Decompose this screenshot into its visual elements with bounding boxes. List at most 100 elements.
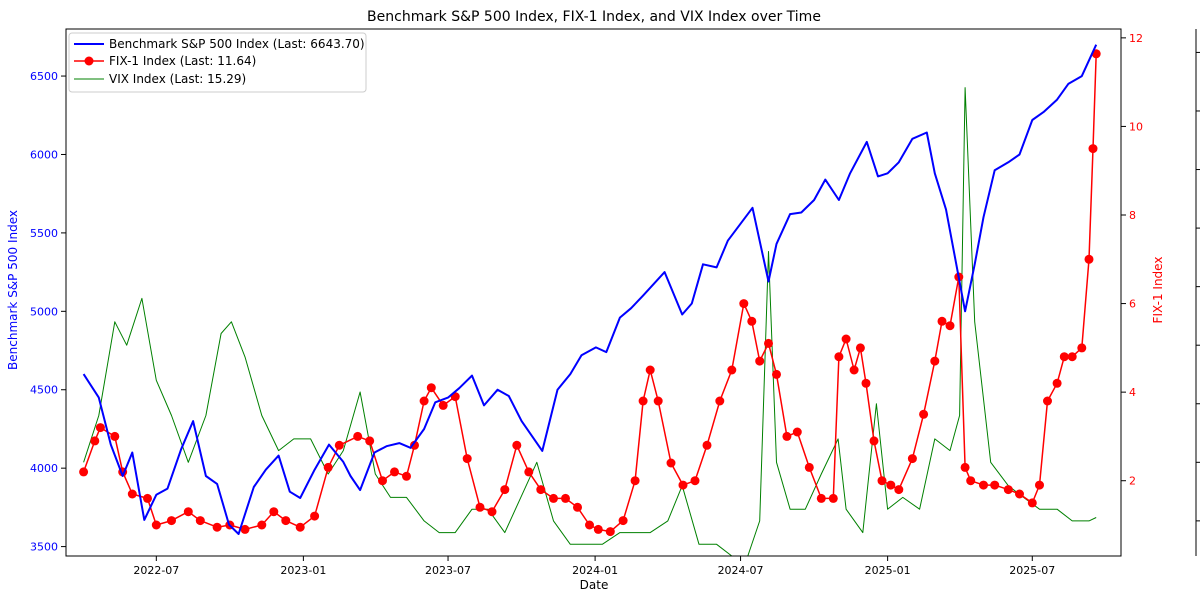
fix1-point xyxy=(861,378,871,388)
fix1-point xyxy=(1084,254,1094,264)
fix1-point xyxy=(894,485,904,495)
fix1-point xyxy=(334,440,344,450)
fix1-point xyxy=(869,436,879,446)
fix1-point xyxy=(638,396,648,406)
sp500-line xyxy=(82,44,1098,535)
fix1-point xyxy=(877,476,887,486)
fix1-point xyxy=(110,431,120,441)
fix1-point xyxy=(426,383,436,393)
fix1-point xyxy=(323,462,333,472)
fix1-point xyxy=(828,493,838,503)
fix1-point xyxy=(739,299,749,309)
fix1-point xyxy=(772,369,781,379)
fix1-point xyxy=(1015,489,1024,499)
x-tick-label: 2023-01 xyxy=(280,564,326,577)
fix1-point xyxy=(645,365,655,375)
legend: Benchmark S&P 500 Index (Last: 6643.70) … xyxy=(68,32,367,93)
fix1-point xyxy=(1035,480,1044,490)
y-left-tick-label: 4000 xyxy=(30,462,58,475)
fix1-point xyxy=(378,476,387,486)
fix1-point xyxy=(512,440,522,450)
y-right-tick-label: 2 xyxy=(1129,475,1136,488)
y-left-tick-label: 5000 xyxy=(30,305,58,318)
fix1-point xyxy=(747,316,757,326)
fix1-point xyxy=(585,520,594,530)
y-right-tick-label: 4 xyxy=(1129,386,1136,399)
fix1-point xyxy=(281,516,291,526)
fix1-point xyxy=(390,467,399,477)
fix1-point xyxy=(438,400,448,410)
fix1-point xyxy=(960,462,970,472)
fix1-point xyxy=(167,516,176,526)
fix1-point xyxy=(886,480,896,490)
fix1-point xyxy=(715,396,725,406)
fix1-point xyxy=(834,352,844,362)
fix1-point xyxy=(410,440,419,450)
fix1-point xyxy=(310,511,320,521)
x-tick-label: 2024-07 xyxy=(718,564,764,577)
fix1-point xyxy=(90,436,100,446)
y-left-axis-label: Benchmark S&P 500 Index xyxy=(6,210,20,370)
fix1-point xyxy=(1059,352,1069,362)
fix1-point xyxy=(500,485,510,495)
fix1-point xyxy=(487,507,497,517)
fix1-point xyxy=(1067,352,1077,362)
y-left-tick-label: 6000 xyxy=(30,148,58,161)
fix1-point xyxy=(849,365,859,375)
fix1-point xyxy=(1052,378,1062,388)
fix1-point xyxy=(630,476,640,486)
fix1-point xyxy=(212,522,222,532)
fix1-point xyxy=(919,409,929,419)
fix1-point xyxy=(907,454,917,464)
y-right-tick-label: 6 xyxy=(1129,298,1136,311)
fix1-point xyxy=(618,516,628,526)
fix1-point xyxy=(365,436,375,446)
fix1-point xyxy=(419,396,429,406)
chart-title: Benchmark S&P 500 Index, FIX-1 Index, an… xyxy=(367,9,821,25)
x-axis-label: Date xyxy=(580,578,609,592)
fix1-point xyxy=(945,321,955,331)
fix1-point xyxy=(353,431,363,441)
vix-line xyxy=(83,87,1097,557)
legend-label-vix: VIX Index (Last: 15.29) xyxy=(109,72,246,86)
legend-label-sp500: Benchmark S&P 500 Index (Last: 6643.70) xyxy=(109,37,365,51)
axes-layer: 2022-07 2023-01 2023-07 2024-01 2024-07 2025-… xyxy=(30,28,1200,577)
fix1-point xyxy=(930,356,940,366)
legend-marker-fix1 xyxy=(84,56,94,66)
plot-frame xyxy=(65,28,1122,557)
y-right-tick-label: 12 xyxy=(1129,32,1143,45)
legend-label-fix1: FIX-1 Index (Last: 11.64) xyxy=(109,54,256,68)
fix1-point xyxy=(678,480,688,490)
x-tick-label: 2024-01 xyxy=(572,564,618,577)
x-tick-label: 2022-07 xyxy=(133,564,179,577)
fix1-point xyxy=(1077,343,1087,353)
fix1-point xyxy=(536,485,546,495)
fix1-point xyxy=(475,502,485,512)
y-right-tick-label: 10 xyxy=(1129,120,1143,133)
fix1-point xyxy=(143,493,152,503)
fix1-point xyxy=(792,427,802,437)
fix1-point xyxy=(269,507,279,517)
fix1-point xyxy=(605,527,615,537)
fix1-point xyxy=(549,493,558,503)
fix1-point xyxy=(127,489,137,499)
fix1-point xyxy=(195,516,205,526)
fix1-point xyxy=(1003,485,1013,495)
x-tick-label: 2025-01 xyxy=(865,564,911,577)
y-right-axis-label: FIX-1 Index xyxy=(1151,257,1165,324)
fix1-point xyxy=(240,524,250,534)
fix1-point xyxy=(1088,144,1098,154)
x-tick-label: 2025-07 xyxy=(1009,564,1055,577)
fix1-point xyxy=(95,423,105,433)
fix1-point xyxy=(855,343,865,353)
fix1-point xyxy=(653,396,663,406)
fix1-point xyxy=(841,334,851,344)
fix1-point xyxy=(79,467,89,477)
fix1-point xyxy=(727,365,737,375)
legend-box xyxy=(68,32,367,93)
fix1-point xyxy=(966,476,976,486)
x-tick-label: 2023-07 xyxy=(425,564,471,577)
y-left-tick-label: 6500 xyxy=(30,70,58,83)
